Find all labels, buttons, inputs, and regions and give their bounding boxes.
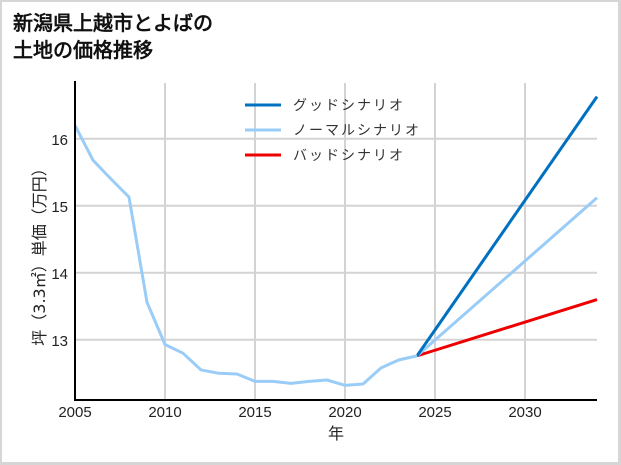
y-tick-label: 13 (51, 333, 68, 350)
x-tick-labels: 2005 2010 2015 2020 2025 2030 (58, 404, 541, 421)
y-tick-label: 16 (51, 132, 68, 149)
history-line (73, 124, 418, 387)
x-tick-label: 2010 (148, 404, 181, 421)
legend-item: ノーマルシナリオ (245, 123, 421, 139)
y-axis-label: 坪（3.3㎡）単価（万円） (30, 160, 49, 345)
chart-title-line-2: 土地の価格推移 (13, 38, 153, 62)
chart-title-line-1: 新潟県上越市とよばの (13, 11, 213, 35)
legend-item: バッドシナリオ (245, 148, 405, 164)
legend-label: ノーマルシナリオ (293, 123, 421, 139)
series-line-0 (415, 95, 599, 357)
x-tick-label: 2015 (238, 404, 271, 421)
axes (74, 81, 597, 401)
y-tick-label: 15 (51, 199, 68, 216)
x-tick-label: 2030 (508, 404, 541, 421)
data-lines (73, 95, 599, 387)
series-line-2 (416, 298, 598, 358)
x-tick-label: 2005 (58, 404, 91, 421)
x-axis-label: 年 (328, 424, 344, 443)
x-tick-label: 2025 (418, 404, 451, 421)
series-line-1 (416, 196, 598, 358)
legend-item: グッドシナリオ (245, 98, 405, 114)
x-tick-label: 2020 (328, 404, 361, 421)
y-tick-labels: 13 14 15 16 (51, 132, 68, 350)
chart-title: 新潟県上越市とよばの 土地の価格推移 (13, 10, 213, 64)
legend-label: グッドシナリオ (293, 98, 405, 114)
y-tick-label: 14 (51, 266, 68, 283)
grid-lines (75, 83, 597, 400)
legend-label: バッドシナリオ (293, 148, 405, 164)
